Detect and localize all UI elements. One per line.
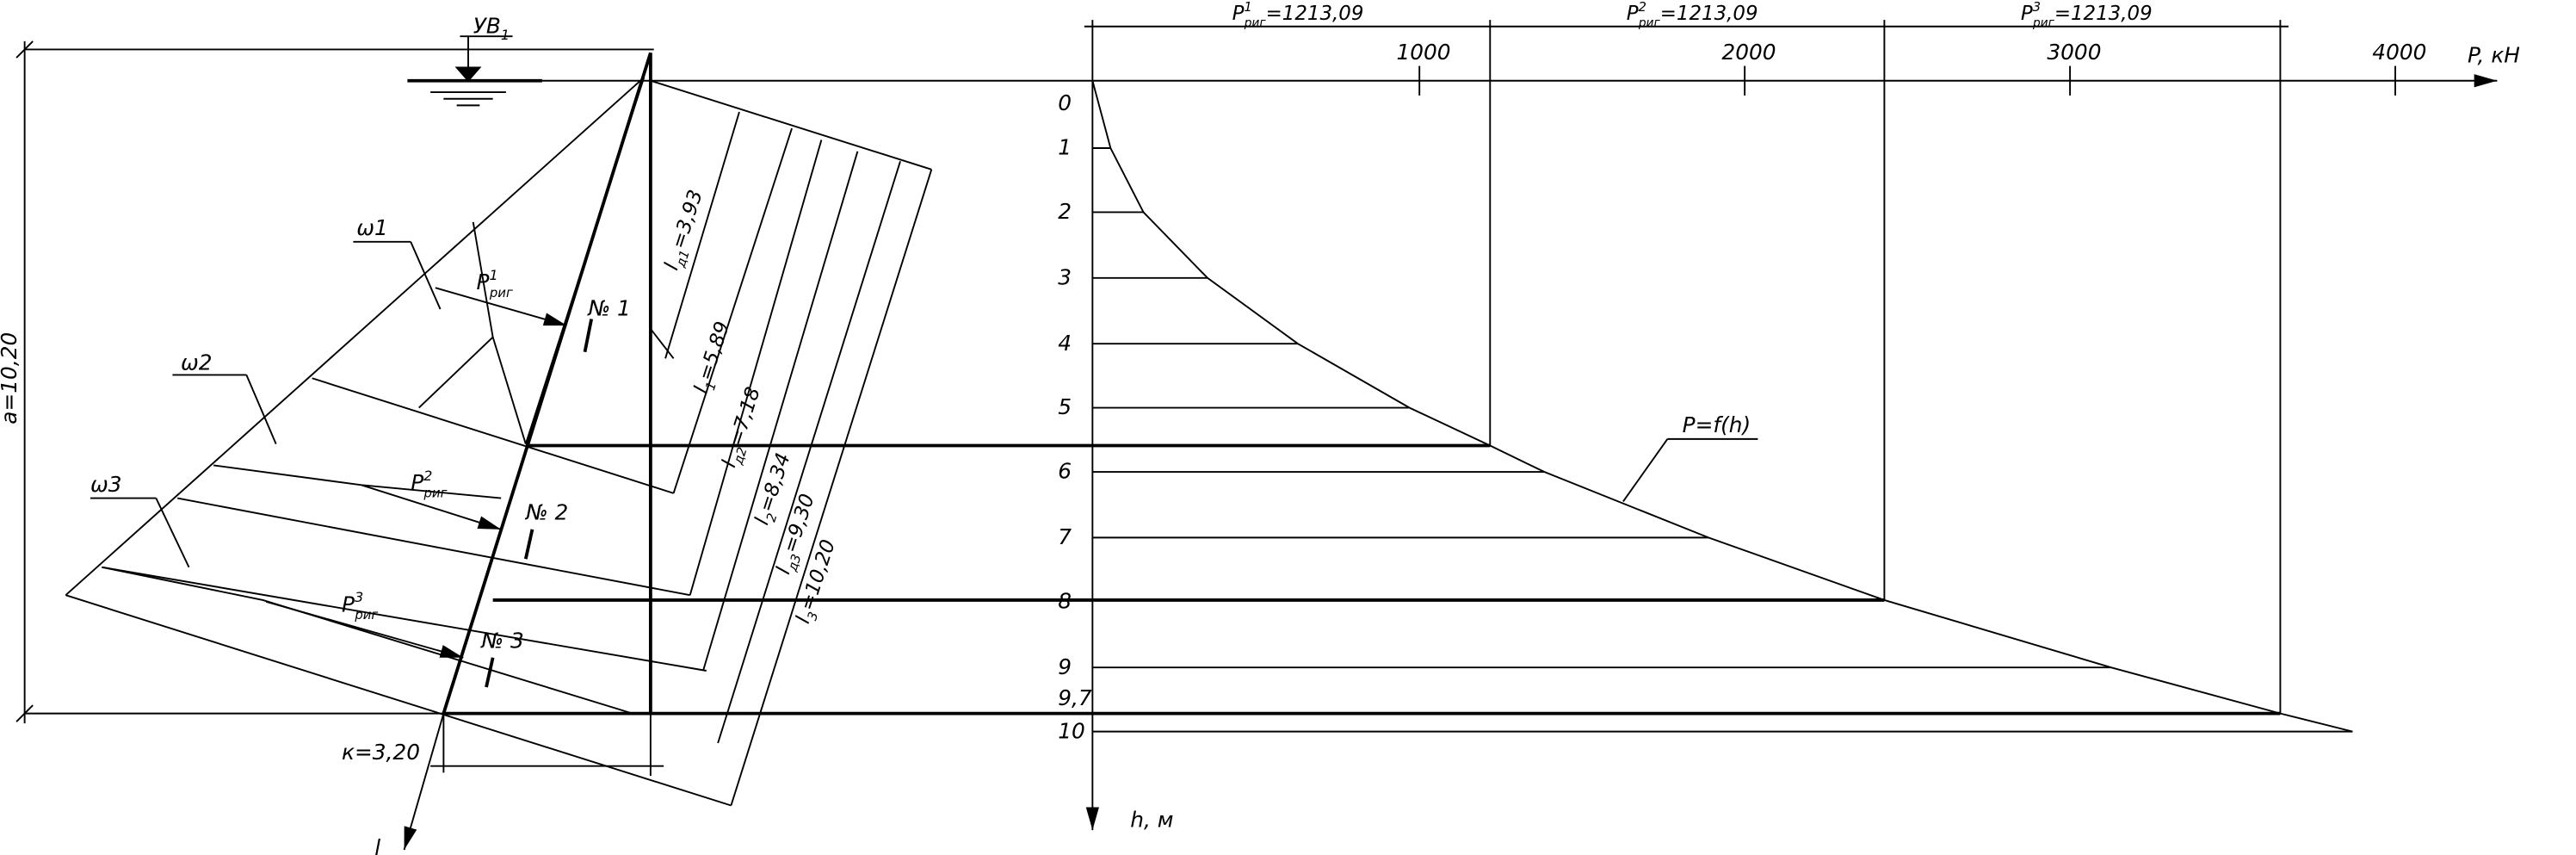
length-dimension-sub: д3 [784, 552, 805, 573]
geometry [15, 20, 2498, 851]
top-force-label: P1 риг=1213,09 [1232, 0, 1364, 30]
p-axis-label: P, кН [2468, 43, 2520, 68]
top-force-label-sub: риг [1638, 16, 1661, 30]
top-force-label-rest: =1213,09 [1266, 3, 1364, 25]
force-label-sub: риг [423, 486, 447, 501]
section-label: № 3 [480, 628, 523, 653]
water-level-label: УВ1 [473, 13, 510, 42]
width-dimension: к=3,20 [342, 740, 420, 765]
force-label-base: P [477, 270, 490, 294]
h-tick-label: 9 [1058, 654, 1072, 679]
top-force-label-sup: 2 [1639, 0, 1646, 15]
water-level-label-base: УВ [473, 13, 501, 38]
height-dimension: a=10,20 [0, 332, 22, 424]
zone-label: ω1 [356, 215, 388, 240]
h-tick-label: 4 [1058, 331, 1072, 356]
top-force-label-sub: риг [2032, 16, 2055, 30]
length-dimension-rest: =8,34 [755, 450, 794, 515]
length-dimension: l1=5,89 [690, 319, 738, 397]
h-tick-label: 5 [1058, 394, 1072, 419]
force-label: P1 риг [477, 267, 513, 300]
zone-label: ω3 [90, 472, 122, 497]
p-tick-label: 4000 [2372, 40, 2426, 65]
length-dimension: lд2=7,18 [718, 384, 769, 471]
zone-label: ω2 [181, 350, 213, 375]
p-tick-label: 3000 [2047, 40, 2101, 65]
force-label: P3 риг [342, 589, 378, 623]
top-force-label-rest: =1213,09 [1660, 3, 1758, 25]
force-label-sup: 1 [490, 267, 498, 283]
h-tick-label: 8 [1058, 588, 1072, 613]
top-force-label-base: P [1627, 3, 1639, 25]
h-axis-label: h, м [1130, 807, 1173, 832]
section-label: № 2 [525, 499, 568, 524]
top-force-label-sub: риг [1244, 16, 1267, 30]
h-tick-label: 10 [1058, 718, 1085, 743]
length-dimension-sub: д2 [730, 445, 751, 467]
top-force-label-base: P [2021, 3, 2033, 25]
force-label: P2 риг [411, 468, 447, 501]
h-tick-label: 1 [1058, 135, 1072, 160]
top-force-label-sup: 3 [2033, 0, 2041, 15]
l-axis-label: l [374, 835, 380, 855]
h-tick-label: 0 [1058, 90, 1072, 115]
h-tick-label: 7 [1058, 524, 1072, 549]
force-label-sub: риг [354, 607, 378, 623]
h-tick-label: 9,7 [1058, 685, 1092, 710]
section-label: № 1 [587, 296, 630, 321]
force-label-sub: риг [489, 285, 513, 300]
h-tick-label: 2 [1058, 199, 1072, 224]
force-label-base: P [411, 470, 423, 495]
top-force-label-sup: 1 [1244, 0, 1251, 15]
force-label-base: P [342, 592, 355, 616]
top-force-label-rest: =1213,09 [2054, 3, 2153, 25]
h-tick-label: 6 [1058, 459, 1072, 484]
p-tick-label: 1000 [1396, 40, 1450, 65]
length-dimension-rest: =5,89 [695, 319, 734, 383]
curve-label: P=f(h) [1683, 412, 1751, 437]
length-dimension-sub: 1 [702, 380, 720, 393]
force-label-sup: 2 [423, 468, 432, 484]
p-tick-label: 2000 [1721, 40, 1776, 65]
top-force-label-base: P [1232, 3, 1245, 25]
length-dimension-rest: =7,18 [725, 384, 764, 449]
water-level-label-sub: 1 [501, 27, 510, 43]
length-dimension-sub: 3 [804, 610, 821, 623]
force-label-sup: 3 [355, 589, 363, 605]
h-tick-label: 3 [1058, 264, 1072, 289]
top-force-label: P3 риг=1213,09 [2021, 0, 2153, 30]
top-force-label: P2 риг=1213,09 [1627, 0, 1758, 30]
length-dimension-sub: д1 [672, 248, 693, 270]
length-dimension-rest: =3,93 [667, 187, 707, 251]
length-dimension-sub: 2 [763, 511, 781, 524]
